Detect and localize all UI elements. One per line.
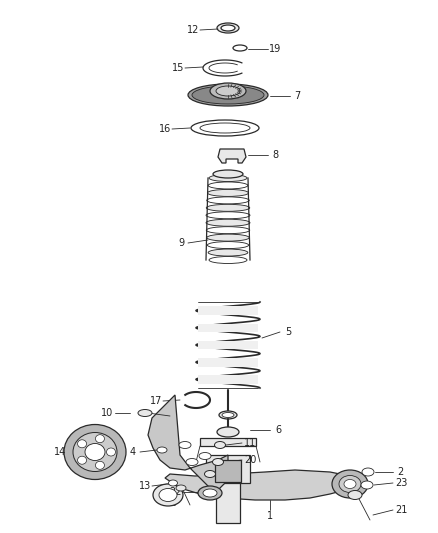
Ellipse shape bbox=[153, 484, 183, 506]
Ellipse shape bbox=[188, 84, 268, 106]
Text: 9: 9 bbox=[178, 238, 184, 248]
Ellipse shape bbox=[362, 468, 374, 476]
Ellipse shape bbox=[205, 471, 215, 478]
Text: 13: 13 bbox=[139, 481, 151, 491]
Ellipse shape bbox=[339, 475, 361, 492]
Bar bbox=[198, 375, 258, 384]
Bar bbox=[198, 358, 258, 367]
Text: 10: 10 bbox=[101, 408, 113, 418]
Ellipse shape bbox=[209, 256, 247, 263]
Ellipse shape bbox=[208, 249, 248, 256]
Ellipse shape bbox=[210, 83, 246, 99]
Ellipse shape bbox=[95, 462, 104, 470]
Ellipse shape bbox=[348, 490, 362, 499]
Polygon shape bbox=[165, 470, 355, 500]
Text: 21: 21 bbox=[395, 505, 407, 515]
Text: 5: 5 bbox=[285, 327, 291, 337]
Ellipse shape bbox=[217, 23, 239, 33]
Text: 14: 14 bbox=[54, 447, 66, 457]
Ellipse shape bbox=[206, 204, 250, 211]
Ellipse shape bbox=[217, 427, 239, 437]
Ellipse shape bbox=[95, 435, 104, 443]
Ellipse shape bbox=[106, 448, 116, 456]
Polygon shape bbox=[218, 149, 246, 163]
Text: 8: 8 bbox=[272, 150, 278, 160]
Text: 6: 6 bbox=[275, 425, 281, 435]
Ellipse shape bbox=[215, 441, 226, 448]
Ellipse shape bbox=[186, 458, 198, 465]
Ellipse shape bbox=[192, 86, 264, 104]
Ellipse shape bbox=[138, 409, 152, 416]
Text: 22: 22 bbox=[169, 487, 181, 497]
Text: 2: 2 bbox=[397, 467, 403, 477]
Text: 3: 3 bbox=[170, 498, 176, 508]
Text: 15: 15 bbox=[172, 63, 184, 73]
Ellipse shape bbox=[206, 219, 250, 226]
Ellipse shape bbox=[64, 424, 126, 480]
Bar bbox=[198, 341, 258, 349]
Ellipse shape bbox=[208, 182, 248, 189]
Ellipse shape bbox=[213, 170, 243, 178]
Text: 23: 23 bbox=[395, 478, 407, 488]
Bar bbox=[215, 460, 241, 482]
Ellipse shape bbox=[191, 120, 259, 136]
Bar bbox=[216, 483, 240, 523]
Ellipse shape bbox=[332, 470, 368, 498]
Ellipse shape bbox=[169, 480, 177, 486]
Ellipse shape bbox=[199, 453, 211, 459]
Text: 1: 1 bbox=[267, 511, 273, 521]
Ellipse shape bbox=[209, 174, 247, 182]
Ellipse shape bbox=[159, 489, 177, 502]
Ellipse shape bbox=[200, 123, 250, 133]
Ellipse shape bbox=[85, 443, 105, 461]
Ellipse shape bbox=[203, 489, 217, 497]
Text: 12: 12 bbox=[187, 25, 199, 35]
Ellipse shape bbox=[78, 440, 87, 448]
Ellipse shape bbox=[78, 456, 87, 464]
Ellipse shape bbox=[212, 458, 223, 465]
Ellipse shape bbox=[224, 471, 232, 475]
Text: 17: 17 bbox=[150, 396, 162, 406]
Ellipse shape bbox=[176, 485, 186, 491]
Ellipse shape bbox=[207, 234, 249, 241]
Bar bbox=[198, 324, 258, 332]
Ellipse shape bbox=[207, 241, 249, 248]
Text: 7: 7 bbox=[294, 91, 300, 101]
Ellipse shape bbox=[206, 212, 250, 219]
Ellipse shape bbox=[206, 227, 250, 233]
Text: 16: 16 bbox=[159, 124, 171, 134]
Ellipse shape bbox=[344, 480, 356, 489]
Ellipse shape bbox=[198, 486, 222, 500]
Ellipse shape bbox=[221, 25, 235, 31]
Ellipse shape bbox=[207, 197, 249, 204]
Ellipse shape bbox=[219, 411, 237, 419]
Ellipse shape bbox=[216, 86, 240, 96]
Ellipse shape bbox=[179, 441, 191, 448]
Ellipse shape bbox=[361, 481, 373, 489]
Ellipse shape bbox=[207, 189, 249, 196]
Bar bbox=[206, 455, 250, 483]
Ellipse shape bbox=[222, 413, 234, 417]
Ellipse shape bbox=[73, 432, 117, 472]
Text: 19: 19 bbox=[269, 44, 281, 54]
Text: 11: 11 bbox=[244, 438, 256, 448]
Bar bbox=[200, 438, 256, 446]
Text: 4: 4 bbox=[130, 447, 136, 457]
Polygon shape bbox=[148, 395, 228, 490]
Ellipse shape bbox=[233, 45, 247, 51]
Ellipse shape bbox=[157, 447, 167, 453]
Bar bbox=[198, 306, 258, 315]
Text: 20: 20 bbox=[244, 455, 256, 465]
